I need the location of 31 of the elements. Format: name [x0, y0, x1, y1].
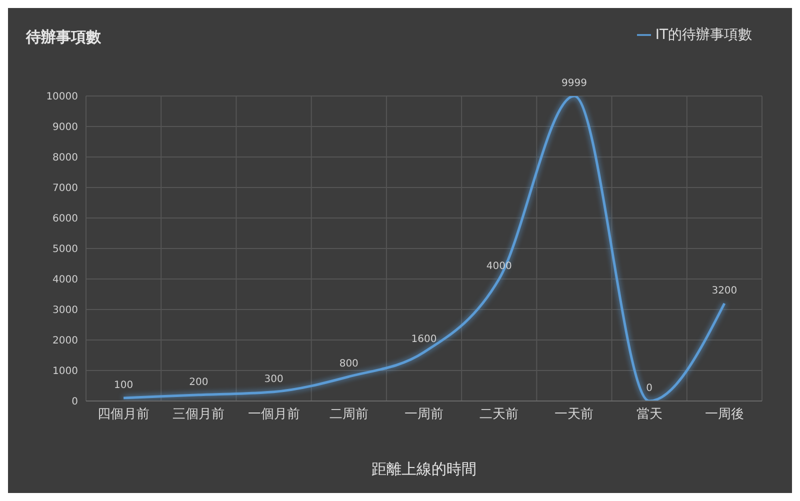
y-tick-label: 1000 [52, 366, 78, 378]
x-tick-label: 當天 [636, 407, 662, 422]
y-tick-label: 4000 [52, 274, 78, 286]
y-tick-label: 9000 [52, 122, 78, 134]
data-label: 9999 [561, 78, 587, 90]
x-tick-label: 一天前 [554, 407, 594, 422]
data-label: 0 [646, 383, 653, 394]
y-tick-label: 5000 [52, 244, 78, 256]
x-tick-label: 一周前 [404, 407, 444, 422]
x-tick-label: 四個月前 [98, 407, 150, 422]
data-label: 100 [114, 380, 134, 391]
x-tick-label: 三個月前 [172, 407, 225, 422]
data-label: 3200 [712, 285, 738, 296]
y-tick-label: 7000 [52, 183, 78, 194]
y-tick-label: 8000 [52, 152, 78, 164]
x-axis-title: 距離上線的時間 [370, 460, 478, 479]
data-label: 200 [189, 376, 208, 388]
y-tick-label: 3000 [52, 305, 78, 316]
data-label: 1600 [411, 334, 437, 346]
y-tick-label: 0 [72, 396, 78, 408]
x-tick-label: 一周後 [704, 407, 744, 422]
legend-label: IT的待辦事項數 [655, 27, 752, 43]
data-label: 300 [264, 374, 284, 385]
x-tick-label: 一個月前 [248, 407, 300, 422]
data-label: 800 [339, 358, 358, 370]
y-axis-title: 待辦事項數 [26, 28, 101, 47]
x-tick-label: 二周前 [329, 407, 368, 422]
x-tick-label: 二天前 [480, 407, 519, 422]
y-tick-label: 6000 [52, 214, 78, 225]
y-tick-label: 10000 [46, 92, 78, 103]
y-tick-label: 2000 [52, 336, 78, 347]
